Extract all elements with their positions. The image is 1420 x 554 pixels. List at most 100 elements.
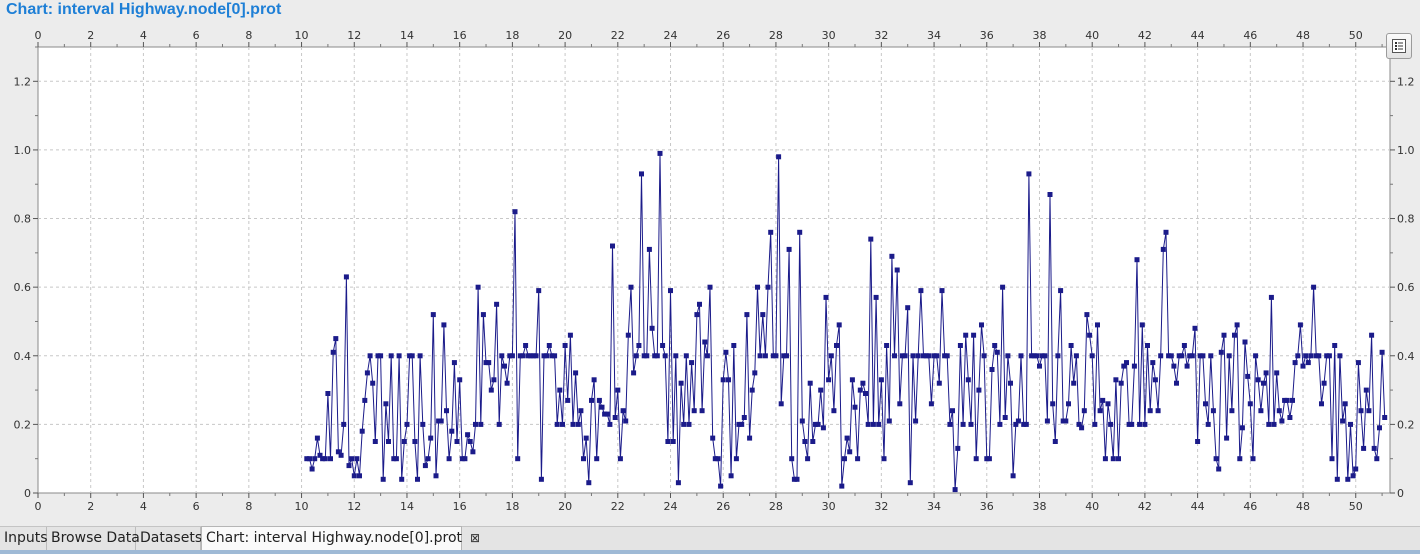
- data-point: [733, 456, 739, 462]
- y-tick-label-right: 0: [1397, 487, 1404, 500]
- data-point: [1250, 456, 1256, 462]
- data-point: [1192, 325, 1198, 331]
- data-point: [986, 456, 992, 462]
- x-tick-label-top: 12: [347, 29, 361, 42]
- data-point: [1089, 353, 1095, 359]
- tab-datasets[interactable]: Datasets: [136, 527, 202, 551]
- data-point: [470, 449, 476, 455]
- data-point: [1184, 363, 1190, 369]
- x-tick-label: 42: [1138, 500, 1152, 513]
- data-point: [420, 421, 426, 427]
- data-point: [1044, 418, 1050, 424]
- x-tick-label: 0: [35, 500, 42, 513]
- data-point: [1205, 421, 1211, 427]
- data-point: [1292, 360, 1298, 366]
- data-point: [1047, 192, 1053, 197]
- x-tick-label-top: 0: [35, 29, 42, 42]
- data-point: [1379, 349, 1385, 355]
- data-point: [1239, 425, 1245, 431]
- data-point: [320, 456, 326, 462]
- data-point: [552, 353, 558, 359]
- data-point: [441, 322, 447, 328]
- data-point: [496, 421, 502, 427]
- data-point: [976, 387, 982, 393]
- data-point: [944, 353, 950, 359]
- x-tick-label-top: 40: [1085, 29, 1099, 42]
- data-point: [1142, 421, 1148, 427]
- data-point: [897, 401, 903, 407]
- data-point: [314, 435, 320, 441]
- data-point: [1229, 408, 1235, 414]
- data-point: [1189, 353, 1195, 359]
- data-point: [388, 353, 394, 359]
- data-point: [934, 353, 940, 359]
- data-point: [494, 301, 500, 307]
- data-point: [1084, 312, 1090, 318]
- data-point: [815, 421, 821, 427]
- data-point: [625, 332, 631, 338]
- data-point: [1021, 421, 1027, 427]
- data-point: [834, 343, 839, 348]
- data-point: [884, 343, 890, 348]
- data-point: [438, 418, 444, 424]
- tab-inputs[interactable]: Inputs: [0, 527, 48, 551]
- y-tick-label: 0.2: [14, 418, 32, 431]
- data-point: [407, 353, 413, 359]
- data-point: [889, 253, 895, 259]
- data-point: [1195, 439, 1201, 444]
- close-icon[interactable]: ⊠: [470, 531, 481, 545]
- data-point: [1174, 380, 1179, 386]
- tab-browse-data[interactable]: Browse Data: [47, 527, 140, 551]
- data-point: [436, 418, 442, 424]
- data-point: [839, 483, 845, 489]
- data-point: [1100, 397, 1106, 403]
- data-point: [844, 435, 850, 441]
- data-point: [826, 377, 832, 383]
- data-point: [1329, 456, 1335, 462]
- data-point: [1358, 408, 1364, 414]
- data-point: [847, 449, 853, 455]
- data-point: [444, 408, 449, 414]
- tab-chart[interactable]: Chart: interval Highway.node[0].prot ⊠: [201, 526, 480, 552]
- data-point: [512, 209, 518, 215]
- data-point: [797, 229, 803, 235]
- data-point: [1319, 401, 1324, 407]
- x-tick-label-top: 48: [1296, 29, 1310, 42]
- data-point: [699, 408, 705, 414]
- data-point: [370, 380, 376, 386]
- data-point: [1176, 353, 1182, 359]
- data-point: [375, 353, 381, 359]
- x-tick-label-top: 38: [1032, 29, 1046, 42]
- data-point: [1029, 353, 1035, 359]
- grid-lines: [38, 47, 1390, 493]
- data-point: [989, 367, 995, 372]
- data-point: [544, 353, 550, 359]
- data-point: [520, 353, 526, 359]
- data-point: [1290, 397, 1295, 403]
- data-point: [1116, 456, 1121, 462]
- plot-area[interactable]: [37, 46, 1391, 494]
- data-point: [836, 322, 842, 328]
- data-point: [531, 353, 536, 359]
- data-point: [1071, 380, 1077, 386]
- data-point: [467, 439, 473, 444]
- data-point: [1081, 408, 1087, 414]
- x-tick-label-top: 14: [400, 29, 414, 42]
- data-point: [594, 456, 600, 462]
- data-point: [1134, 257, 1140, 263]
- data-point: [409, 353, 415, 359]
- data-point: [380, 476, 386, 482]
- data-point: [523, 343, 529, 348]
- data-point: [617, 456, 623, 462]
- legend-toggle-button[interactable]: [1386, 33, 1412, 59]
- data-point: [357, 473, 362, 479]
- data-point: [338, 452, 344, 458]
- data-point: [697, 301, 702, 307]
- data-point: [855, 456, 861, 462]
- data-point: [992, 343, 998, 348]
- data-point: [1308, 353, 1314, 359]
- x-tick-label-top: 34: [927, 29, 941, 42]
- data-point: [1266, 421, 1272, 427]
- data-point: [1139, 322, 1145, 328]
- data-point: [668, 288, 673, 294]
